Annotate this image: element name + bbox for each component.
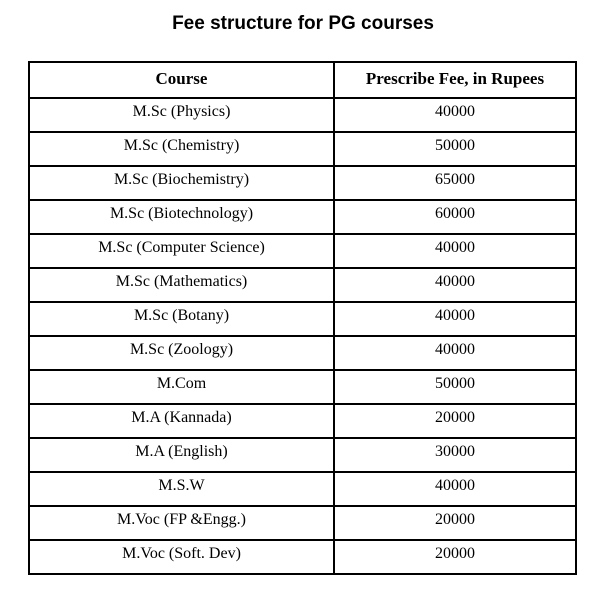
column-header-course: Course: [28, 61, 335, 99]
table-row: M.Voc (Soft. Dev) 20000: [28, 539, 577, 575]
course-cell: M.Voc (FP &Engg.): [28, 505, 335, 541]
fee-cell: 20000: [333, 403, 577, 439]
fee-cell: 65000: [333, 165, 577, 201]
table-row: M.Sc (Physics) 40000: [28, 97, 577, 133]
course-cell: M.Sc (Biotechnology): [28, 199, 335, 235]
course-cell: M.Sc (Zoology): [28, 335, 335, 371]
fee-cell: 20000: [333, 505, 577, 541]
course-cell: M.A (Kannada): [28, 403, 335, 439]
course-cell: M.Sc (Chemistry): [28, 131, 335, 167]
fee-cell: 40000: [333, 233, 577, 269]
course-cell: M.S.W: [28, 471, 335, 507]
fee-cell: 40000: [333, 301, 577, 337]
course-cell: M.A (English): [28, 437, 335, 473]
fee-cell: 40000: [333, 97, 577, 133]
table-row: M.Voc (FP &Engg.) 20000: [28, 505, 577, 541]
table-row: M.S.W 40000: [28, 471, 577, 507]
fee-cell: 20000: [333, 539, 577, 575]
fee-cell: 50000: [333, 369, 577, 405]
fee-cell: 40000: [333, 335, 577, 371]
table-row: M.Sc (Computer Science) 40000: [28, 233, 577, 269]
table-row: M.Sc (Mathematics) 40000: [28, 267, 577, 303]
course-cell: M.Voc (Soft. Dev): [28, 539, 335, 575]
course-cell: M.Sc (Mathematics): [28, 267, 335, 303]
fee-table: Course Prescribe Fee, in Rupees M.Sc (Ph…: [28, 61, 577, 575]
fee-cell: 40000: [333, 471, 577, 507]
course-cell: M.Sc (Physics): [28, 97, 335, 133]
table-row: M.Com 50000: [28, 369, 577, 405]
table-row: M.Sc (Botany) 40000: [28, 301, 577, 337]
page-title: Fee structure for PG courses: [172, 13, 434, 34]
table-row: M.A (English) 30000: [28, 437, 577, 473]
course-cell: M.Sc (Computer Science): [28, 233, 335, 269]
table-row: M.Sc (Zoology) 40000: [28, 335, 577, 371]
fee-cell: 50000: [333, 131, 577, 167]
fee-cell: 40000: [333, 267, 577, 303]
fee-cell: 30000: [333, 437, 577, 473]
table-row: M.A (Kannada) 20000: [28, 403, 577, 439]
course-cell: M.Sc (Biochemistry): [28, 165, 335, 201]
course-cell: M.Sc (Botany): [28, 301, 335, 337]
column-header-fee: Prescribe Fee, in Rupees: [333, 61, 577, 99]
table-row: M.Sc (Biochemistry) 65000: [28, 165, 577, 201]
table-row: M.Sc (Biotechnology) 60000: [28, 199, 577, 235]
table-header-row: Course Prescribe Fee, in Rupees: [28, 61, 577, 99]
fee-cell: 60000: [333, 199, 577, 235]
course-cell: M.Com: [28, 369, 335, 405]
table-row: M.Sc (Chemistry) 50000: [28, 131, 577, 167]
